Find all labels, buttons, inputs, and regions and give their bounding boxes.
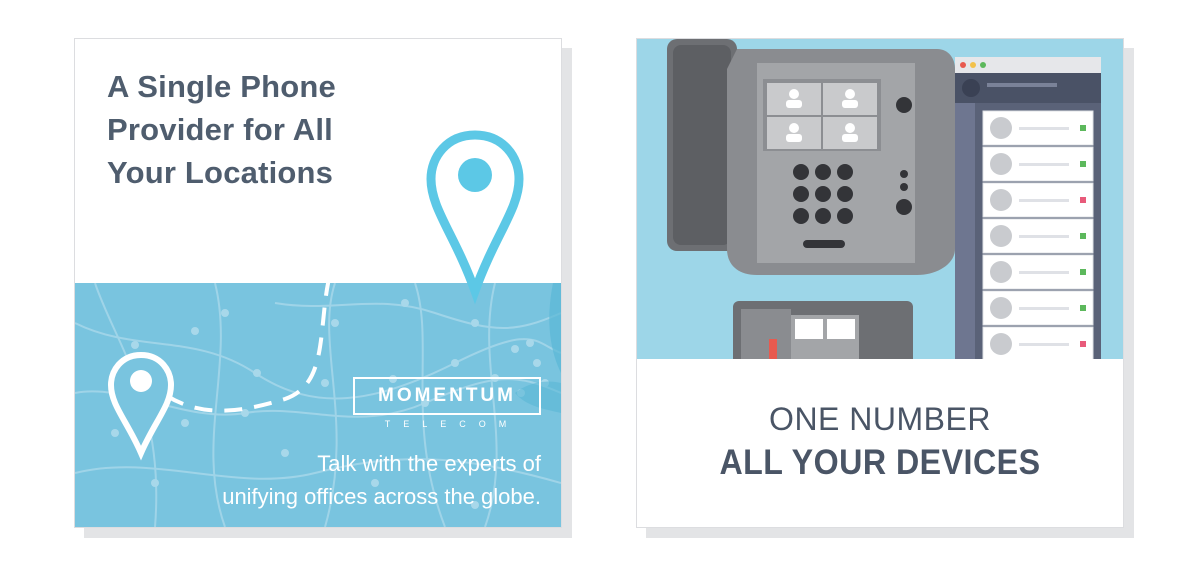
tagline-line-2: unifying offices across the globe. xyxy=(222,484,541,509)
logo-wordmark: MOMENTUM xyxy=(353,377,541,415)
card-body: ONE NUMBER ALL YOUR DEVICES xyxy=(636,38,1124,528)
caption: ONE NUMBER ALL YOUR DEVICES xyxy=(637,399,1123,487)
caption-line-2: ALL YOUR DEVICES xyxy=(719,443,1041,482)
tagline-line-1: Talk with the experts of xyxy=(317,451,541,476)
headline-line-2: Provider for All xyxy=(107,112,333,147)
promo-card-devices: ONE NUMBER ALL YOUR DEVICES xyxy=(636,38,1134,538)
map-pin-small-icon xyxy=(107,351,175,461)
headline-line-3: Your Locations xyxy=(107,155,334,190)
devices-artwork xyxy=(667,39,1101,359)
contacts-app-window xyxy=(955,57,1101,359)
logo-subtitle: TELECOM xyxy=(384,419,520,429)
devices-illustration xyxy=(637,39,1123,359)
headline-line-1: A Single Phone xyxy=(107,69,337,104)
headline: A Single Phone Provider for All Your Loc… xyxy=(107,65,336,194)
conference-phone-icon xyxy=(727,49,955,275)
route-illustration xyxy=(107,130,524,461)
card-body: A Single Phone Provider for All Your Loc… xyxy=(74,38,562,528)
dashed-route-line xyxy=(165,175,446,413)
desk-phone-icon xyxy=(733,301,913,359)
momentum-telecom-logo: MOMENTUM TELECOM xyxy=(353,377,541,429)
tagline: Talk with the experts of unifying office… xyxy=(222,447,541,513)
caption-line-1: ONE NUMBER xyxy=(769,401,991,437)
map-pin-large-icon xyxy=(426,130,524,305)
promo-card-locations: A Single Phone Provider for All Your Loc… xyxy=(74,38,572,538)
